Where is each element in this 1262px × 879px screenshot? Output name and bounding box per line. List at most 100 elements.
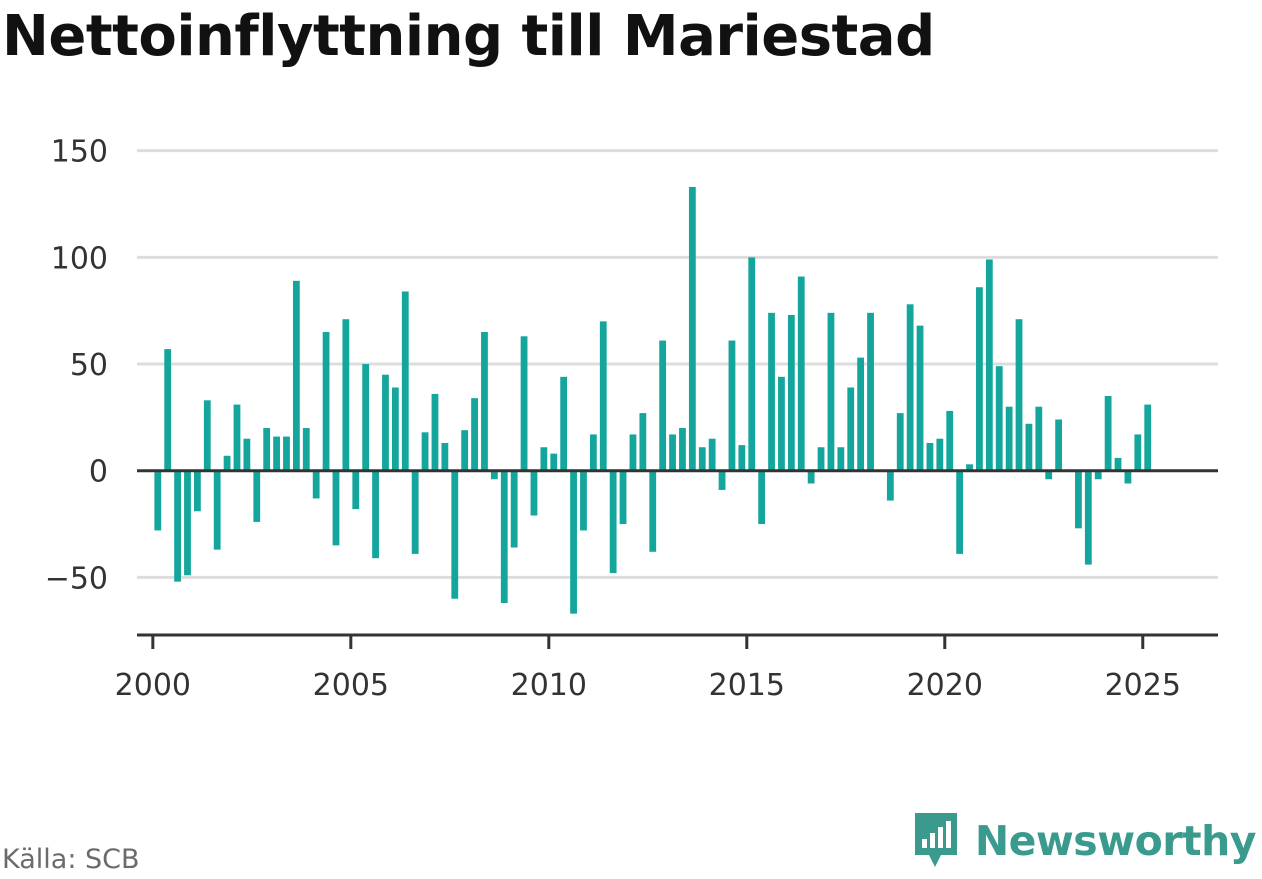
y-tick-label: 50 (70, 348, 108, 383)
bar (540, 447, 548, 471)
bar (312, 470, 320, 499)
bar (174, 470, 181, 582)
bar (847, 387, 855, 471)
bar (1114, 457, 1122, 471)
bar (570, 470, 577, 614)
bar (916, 325, 924, 471)
bar (778, 376, 785, 471)
bar (966, 464, 973, 471)
bar (1035, 406, 1043, 471)
bar (995, 366, 1003, 471)
bar (431, 393, 439, 471)
axes (137, 469, 1218, 649)
bar (669, 434, 676, 471)
bar (253, 470, 261, 522)
bar (599, 321, 607, 471)
bar (768, 312, 775, 471)
bar (203, 400, 211, 471)
bar (985, 259, 993, 471)
bar (1005, 406, 1013, 471)
bar (896, 413, 904, 471)
bar (1025, 423, 1033, 471)
bar (956, 470, 964, 554)
bar (758, 470, 766, 525)
bar (372, 470, 379, 559)
bar (401, 291, 409, 471)
bar (1104, 396, 1112, 471)
y-tick-label: 100 (51, 241, 108, 276)
source-label: Källa: SCB (2, 844, 140, 875)
bar (807, 470, 815, 484)
bar (332, 470, 340, 546)
bar (698, 447, 706, 471)
x-tick-label: 2015 (709, 668, 785, 703)
bar (1094, 470, 1102, 480)
bar (857, 357, 865, 471)
bar (619, 470, 627, 525)
bar (213, 470, 221, 550)
bar (411, 470, 419, 554)
bar (580, 470, 587, 531)
bar (679, 428, 686, 471)
brand-name: Newsworthy (974, 817, 1257, 865)
bar (481, 332, 488, 471)
bar (946, 410, 954, 471)
bar (708, 438, 716, 471)
bar (441, 442, 449, 471)
bar (1075, 470, 1082, 529)
bar (530, 470, 538, 516)
bar (461, 430, 469, 471)
bar (500, 470, 508, 603)
bar (352, 470, 360, 510)
gridlines (137, 149, 1218, 579)
x-tick-label: 2025 (1105, 668, 1181, 703)
bar (718, 470, 726, 490)
bar (1045, 470, 1053, 480)
x-tick-label: 2005 (313, 668, 389, 703)
y-tick-label: −50 (45, 561, 108, 596)
bar (263, 428, 271, 471)
y-tick-label: 150 (51, 135, 108, 170)
bar (936, 438, 944, 471)
bar (906, 304, 914, 471)
bar (817, 447, 825, 471)
bar (639, 413, 647, 471)
bar (649, 470, 657, 552)
bar (382, 374, 389, 471)
bar (837, 447, 845, 471)
bar (728, 340, 736, 471)
bar (520, 336, 528, 471)
bar (797, 276, 805, 471)
bar (1124, 470, 1132, 484)
bar (421, 432, 429, 471)
bar (193, 470, 201, 512)
bar (342, 319, 350, 471)
bar (490, 470, 498, 480)
bar (589, 434, 597, 471)
newsworthy-logo-icon (914, 813, 957, 867)
bar (976, 287, 983, 471)
bar (302, 428, 310, 471)
bar (223, 455, 231, 471)
x-tick-label: 2020 (907, 668, 983, 703)
bar (1015, 319, 1023, 471)
bar (659, 340, 667, 471)
bar (362, 364, 370, 471)
y-tick-label: 0 (89, 455, 108, 490)
bar (164, 349, 172, 471)
bar (154, 470, 162, 531)
bar (629, 434, 637, 471)
bar (322, 332, 330, 471)
bar (233, 404, 241, 471)
bar (886, 470, 894, 501)
bar (273, 436, 280, 471)
x-tick-label: 2000 (115, 668, 191, 703)
bar (451, 470, 459, 599)
brand-logo[interactable]: Newsworthy (911, 811, 1257, 871)
bar (471, 398, 478, 471)
bar (243, 438, 251, 471)
x-tick-label: 2010 (511, 668, 587, 703)
bar (1055, 419, 1063, 471)
bar (560, 376, 568, 471)
